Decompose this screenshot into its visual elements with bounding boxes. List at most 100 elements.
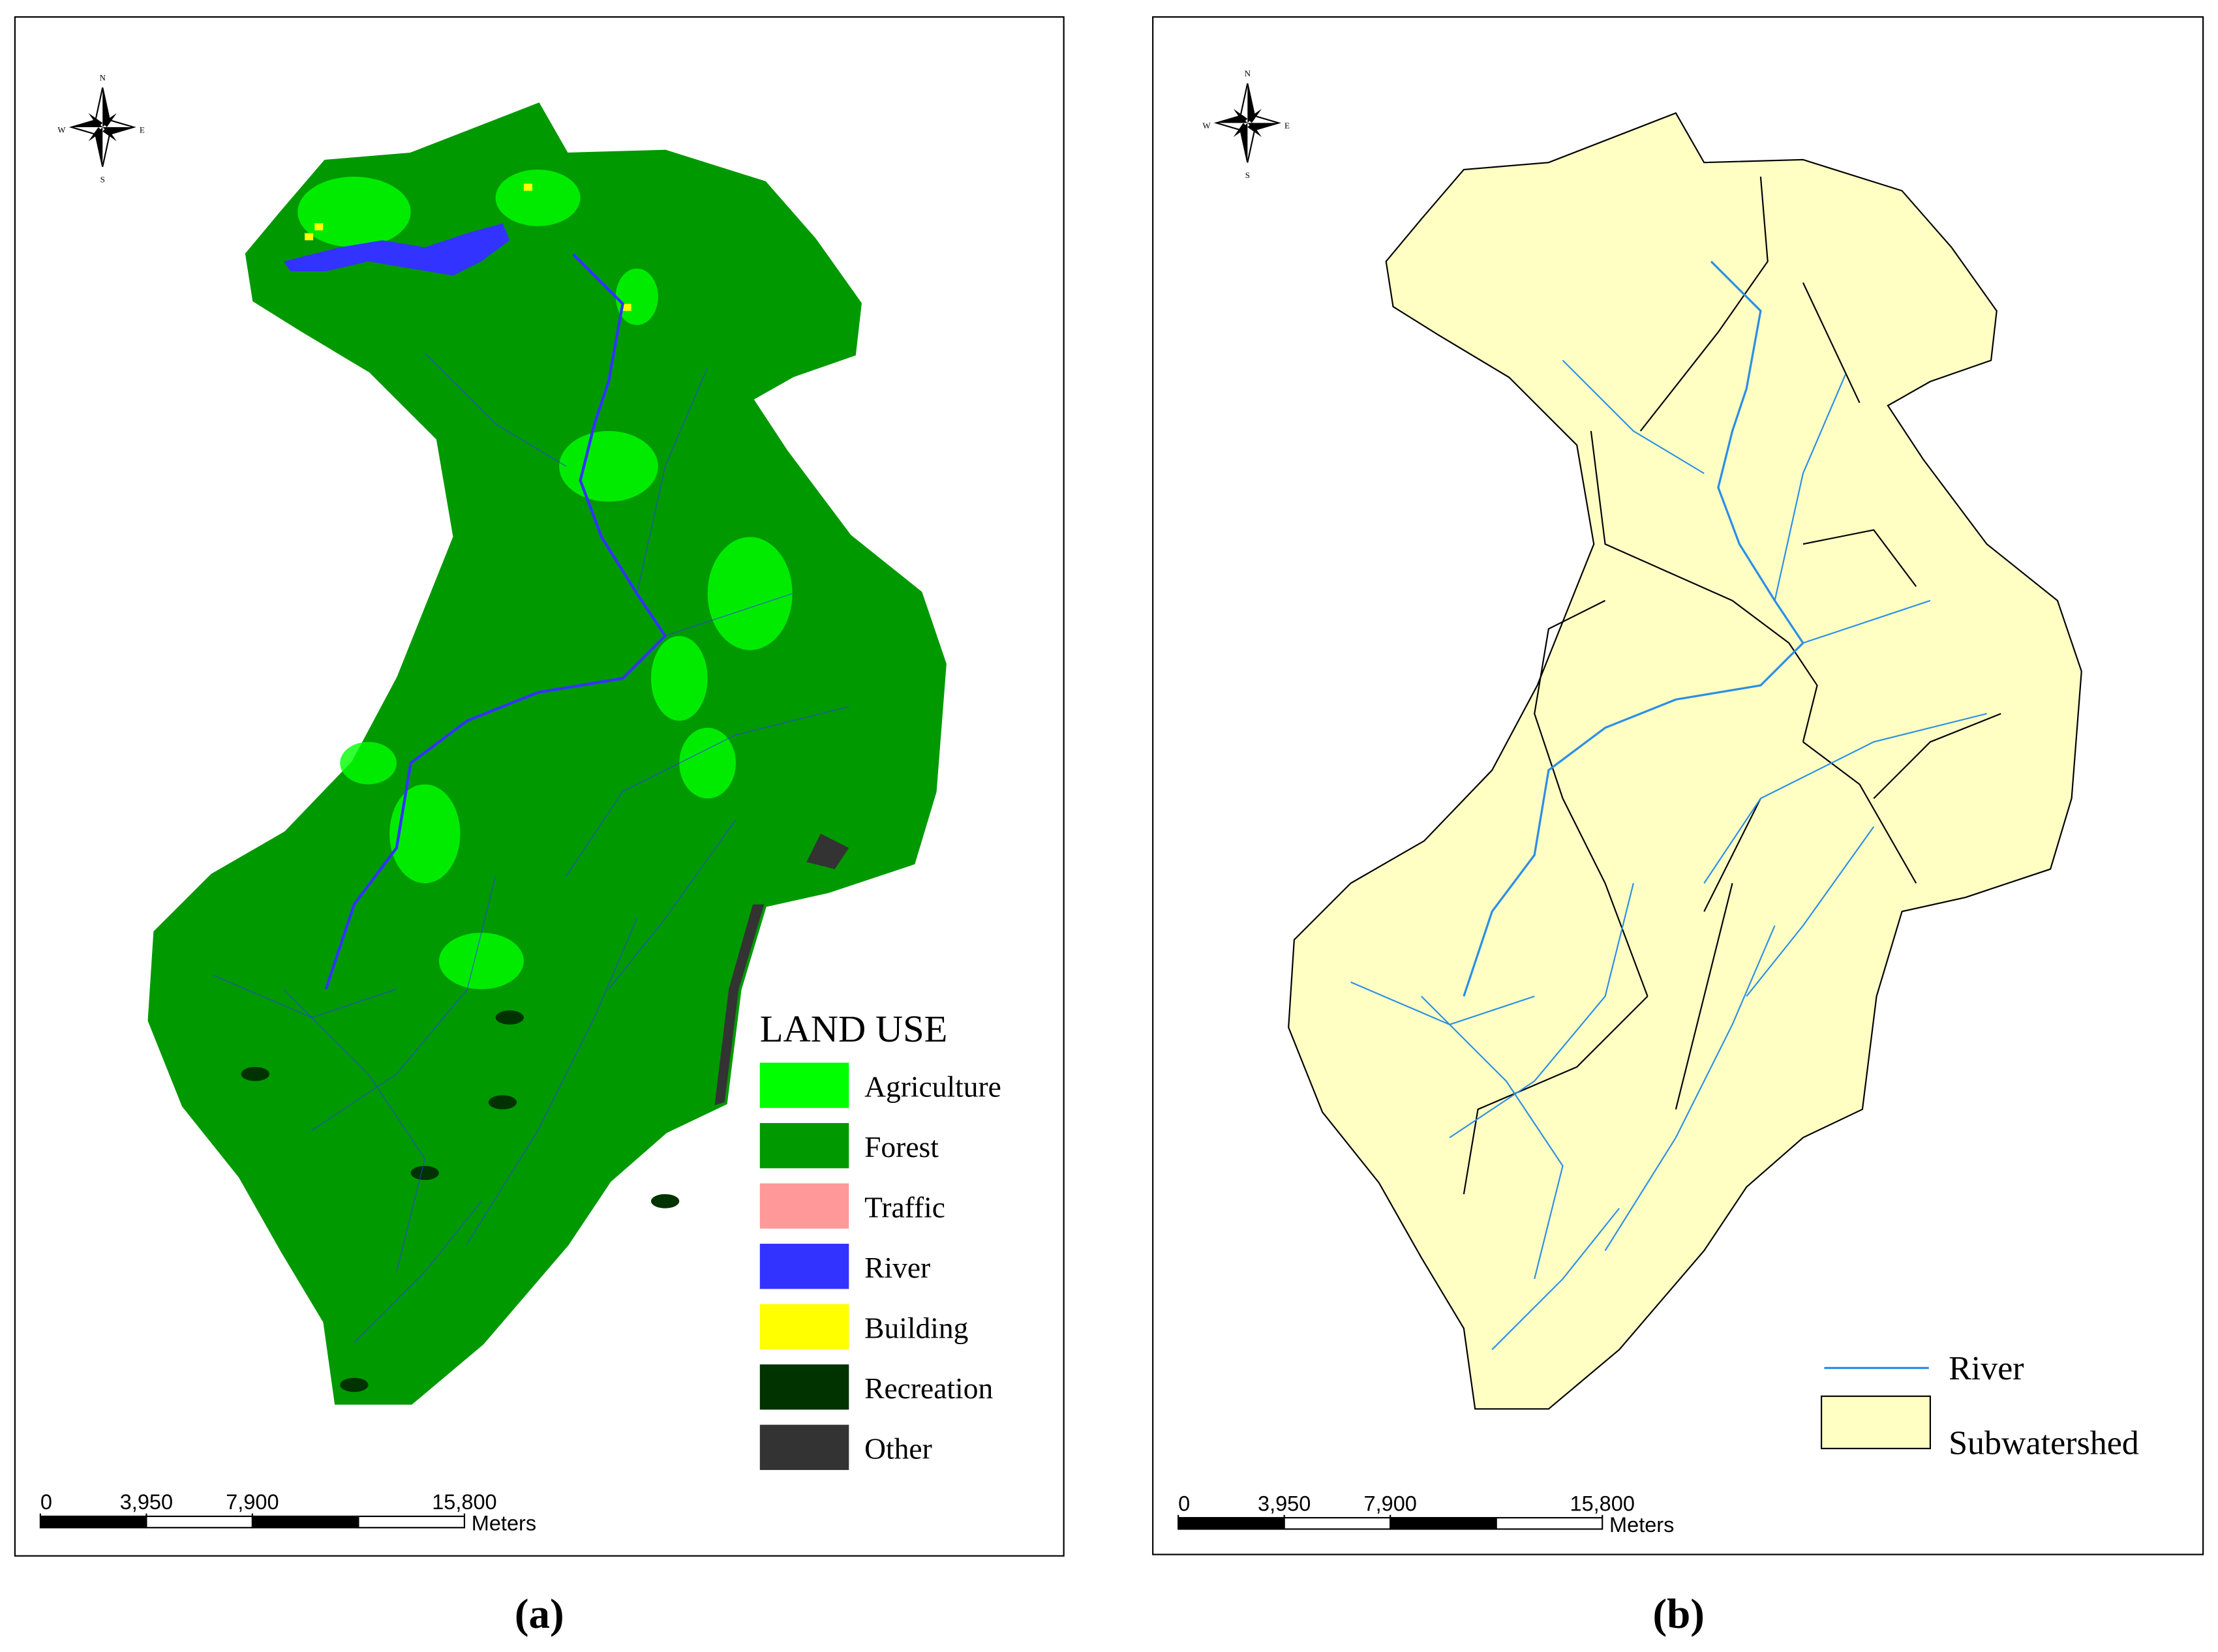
legend-label: Traffic <box>864 1190 945 1224</box>
reservoir <box>283 223 510 276</box>
scale-label: 7,900 <box>1364 1492 1417 1515</box>
legend-swatch <box>759 1244 849 1289</box>
map <box>147 102 947 1405</box>
scale-segment <box>1390 1517 1497 1530</box>
compass-label: W <box>57 125 66 135</box>
subwatershed-boundary <box>1463 995 1648 1195</box>
legend-label: Building <box>864 1312 968 1345</box>
legend-swatch <box>759 1183 849 1229</box>
agriculture-patch <box>559 430 658 502</box>
compass-label: S <box>1245 170 1250 180</box>
scale-segment <box>357 1515 466 1529</box>
subwatershed-boundary <box>1639 176 1769 432</box>
scale-segment <box>1495 1517 1603 1530</box>
stream <box>1421 995 1564 1280</box>
subwatershed-boundary <box>1675 882 1733 1110</box>
stream <box>1703 713 1987 884</box>
stream <box>608 819 737 990</box>
scale-label: 0 <box>1178 1492 1190 1515</box>
stream <box>636 367 708 594</box>
building-patch <box>523 183 532 191</box>
agriculture-patch <box>389 784 461 884</box>
scale-segment <box>251 1515 359 1529</box>
compass-star <box>1233 108 1262 138</box>
recreation-patch <box>410 1165 439 1180</box>
stream <box>1350 981 1535 1026</box>
agriculture-patch <box>650 636 708 721</box>
building-patch <box>622 303 631 311</box>
scale-unit: Meters <box>1609 1513 1674 1537</box>
agriculture-patch <box>679 727 736 799</box>
legend-label: Other <box>864 1432 932 1465</box>
stream <box>1562 359 1705 474</box>
agriculture-patch <box>438 933 524 989</box>
agriculture-patch <box>615 268 658 325</box>
map-panel: N S E W LAND USE Agriculture Forest Traffic Rive… <box>39 73 1001 1638</box>
scale-unit: Meters <box>472 1512 536 1535</box>
subwatershed-boundary <box>1802 282 1861 404</box>
legend-label: Agriculture <box>864 1070 1001 1103</box>
scale-label: 3,950 <box>1258 1492 1311 1515</box>
map-panel: N S E W River Subwatershed 0 3,950 7,900 15,800Me… <box>1177 68 2139 1638</box>
scale-segment <box>39 1515 147 1529</box>
scale-label: 15,800 <box>1570 1492 1635 1515</box>
subwatershed-boundary <box>1562 798 1648 997</box>
stream <box>566 706 849 877</box>
watershed <box>147 102 947 1405</box>
compass-star <box>88 113 117 142</box>
subwatershed-boundary <box>1731 600 1818 742</box>
stream <box>212 974 397 1018</box>
scale-label: 0 <box>40 1490 52 1514</box>
legend-label: Subwatershed <box>1949 1425 2139 1462</box>
legend-swatch <box>759 1062 849 1108</box>
building-patch <box>305 233 314 241</box>
recreation-patch <box>495 1010 524 1025</box>
legend-swatch <box>759 1304 849 1349</box>
legend-label: Forest <box>864 1130 939 1164</box>
agriculture-patch <box>297 176 411 248</box>
watershed <box>1288 112 2082 1410</box>
legend-label: River <box>864 1251 930 1284</box>
scale-label: 3,950 <box>120 1490 173 1514</box>
recreation-patch <box>650 1194 680 1209</box>
legend-swatch <box>759 1424 849 1470</box>
other-area <box>806 834 849 869</box>
compass-label: E <box>140 125 145 135</box>
legend-swatch <box>759 1364 849 1410</box>
subwatershed-boundary <box>1534 599 1606 799</box>
scale-segment <box>145 1515 253 1529</box>
stream <box>424 353 567 467</box>
scale-segment <box>1177 1517 1285 1530</box>
building-patch <box>314 223 324 231</box>
recreation-patch <box>340 1377 369 1392</box>
agriculture-patch <box>340 742 397 785</box>
stream <box>1449 882 1634 1139</box>
stream <box>1774 374 1846 601</box>
compass-label: E <box>1284 121 1290 130</box>
legend-title: LAND USE <box>760 1008 948 1050</box>
subwatershed-boundary <box>1703 798 1761 912</box>
subwatershed-boundary <box>1802 741 1917 884</box>
stream <box>466 918 637 1244</box>
stream <box>283 989 426 1272</box>
compass: N S E W <box>1202 68 1290 180</box>
stream <box>1802 599 1931 644</box>
agriculture-patch <box>707 537 793 650</box>
other-area <box>714 904 765 1105</box>
subwatershed-boundary <box>1590 430 1733 601</box>
subwatershed-boundary <box>1802 529 1917 587</box>
compass-label: W <box>1202 121 1211 130</box>
stream <box>665 593 793 637</box>
agriculture-patch <box>495 170 581 226</box>
recreation-patch <box>488 1095 517 1109</box>
caption: (a) <box>515 1591 564 1638</box>
legend-swatch <box>759 1122 849 1169</box>
scale-segment <box>1283 1517 1391 1530</box>
subwatershed-boundary <box>1873 713 2001 800</box>
compass: N S E W <box>57 73 145 185</box>
stream <box>1746 826 1875 997</box>
map <box>1288 112 2082 1410</box>
stream <box>354 1201 482 1344</box>
